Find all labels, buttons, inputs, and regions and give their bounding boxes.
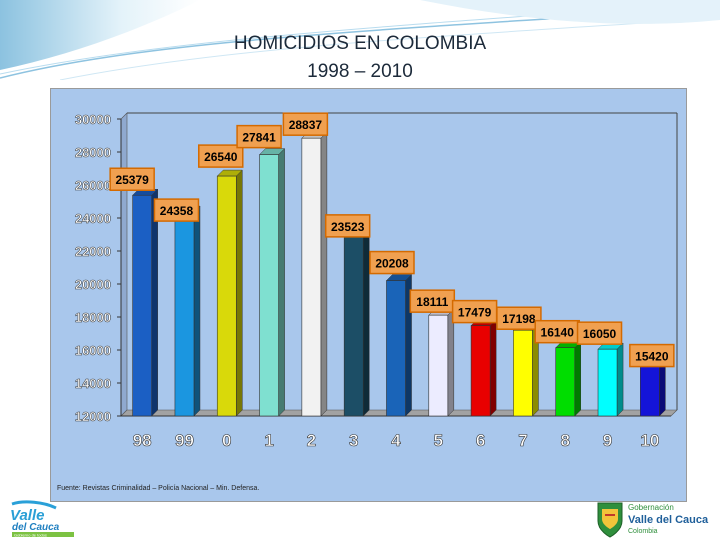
y-tick-label: 16000 [75,343,111,358]
data-label-box [153,198,200,222]
bar-side [489,318,497,417]
bar-side [320,131,328,417]
bar-side [236,169,243,417]
data-label: 17479 [458,306,492,320]
bar-4 [386,280,406,417]
data-label-box [576,321,623,345]
x-tick-label: 5 [434,431,443,450]
x-tick-label: 9 [603,431,612,450]
data-label: 27841 [242,131,276,145]
data-label-box [198,144,244,168]
data-label-box [324,214,371,238]
data-label: 15420 [635,350,669,364]
gobernacion-logo: Gobernación Valle del Cauca Colombia [592,497,718,539]
bar-5 [428,314,449,417]
data-label-box [369,250,415,275]
bar-0 [216,175,237,417]
x-tick-label: 4 [391,431,401,450]
bar-7 [513,329,533,417]
page-title: HOMICIDIOS EN COLOMBIA 1998 – 2010 [160,30,560,86]
bar-99 [174,211,195,417]
bar-chart: 30000 28000 26000 24000 22000 20000 18000 16000… [51,89,686,501]
y-axis-wall [120,112,128,417]
header-decoration [0,0,720,80]
data-label: 16050 [583,327,617,341]
data-label: 26540 [204,150,238,164]
bar-10 [640,359,660,417]
bar-8 [555,347,576,417]
data-label: 23523 [331,220,365,234]
y-tick-label: 18000 [75,310,111,325]
bar-98 [132,194,152,417]
y-tick-label: 24000 [75,211,111,226]
title-line-1: HOMICIDIOS EN COLOMBIA [233,33,487,54]
data-label: 18111 [416,295,448,309]
bar-side [193,205,201,417]
bar-6 [470,325,491,417]
valle-del-cauca-logo: Valle del Cauca Gobierno de todos [4,498,84,538]
x-tick-label: 2 [307,431,316,450]
x-tick-label: 1 [264,431,273,450]
title-line-2: 1998 – 2010 [307,61,413,82]
x-tick-label: 8 [560,431,569,450]
data-label-box [629,343,675,368]
data-label-box [109,167,155,191]
y-tick-label: 28000 [75,145,111,160]
data-label: 16140 [541,326,575,340]
logo-left-tagline: Gobierno de todos [14,532,47,537]
x-tick-label: 6 [476,431,485,450]
source-note: Fuente: Revistas Criminalidad – Policía … [57,485,260,492]
data-label: 28837 [289,118,323,132]
data-label-box [496,306,542,330]
data-label: 17198 [502,312,536,326]
x-tick-label: 99 [175,431,194,450]
data-label-box [282,112,329,136]
x-tick-label: 98 [133,431,152,450]
logo-right-line2: Valle del Cauca [628,514,709,526]
data-label: 20208 [375,257,409,271]
data-label: 24358 [160,204,194,218]
x-tick-label: 0 [222,431,231,450]
y-tick-label: 22000 [75,244,111,259]
y-tick-label: 20000 [75,277,111,292]
x-tick-label: 3 [349,431,358,450]
logo-left-line2: del Cauca [12,522,60,533]
logo-left-line1: Valle [10,507,44,524]
swoosh-decoration [0,0,720,80]
bar-side [278,148,285,417]
bar-side [151,188,158,417]
bar-1 [259,154,279,417]
bar-3 [343,225,364,417]
bar-2 [301,137,322,417]
logo-right-line3: Colombia [628,528,658,535]
data-label: 25379 [115,173,149,187]
chart-frame: 30000 28000 26000 24000 22000 20000 18000 16000… [50,88,687,502]
data-label-box [236,124,282,149]
y-tick-label: 12000 [75,409,111,424]
x-tick-label: 7 [518,431,527,450]
bar-9 [597,348,618,417]
bar-side [574,341,581,417]
bar-side [447,308,455,417]
bar-side [616,342,624,417]
logo-right-line1: Gobernación [628,503,674,512]
bar-side [362,219,370,417]
y-tick-label: 26000 [75,178,111,193]
x-tick-label: 10 [640,431,659,450]
y-tick-label: 30000 [75,112,111,127]
y-tick-label: 14000 [75,376,111,391]
